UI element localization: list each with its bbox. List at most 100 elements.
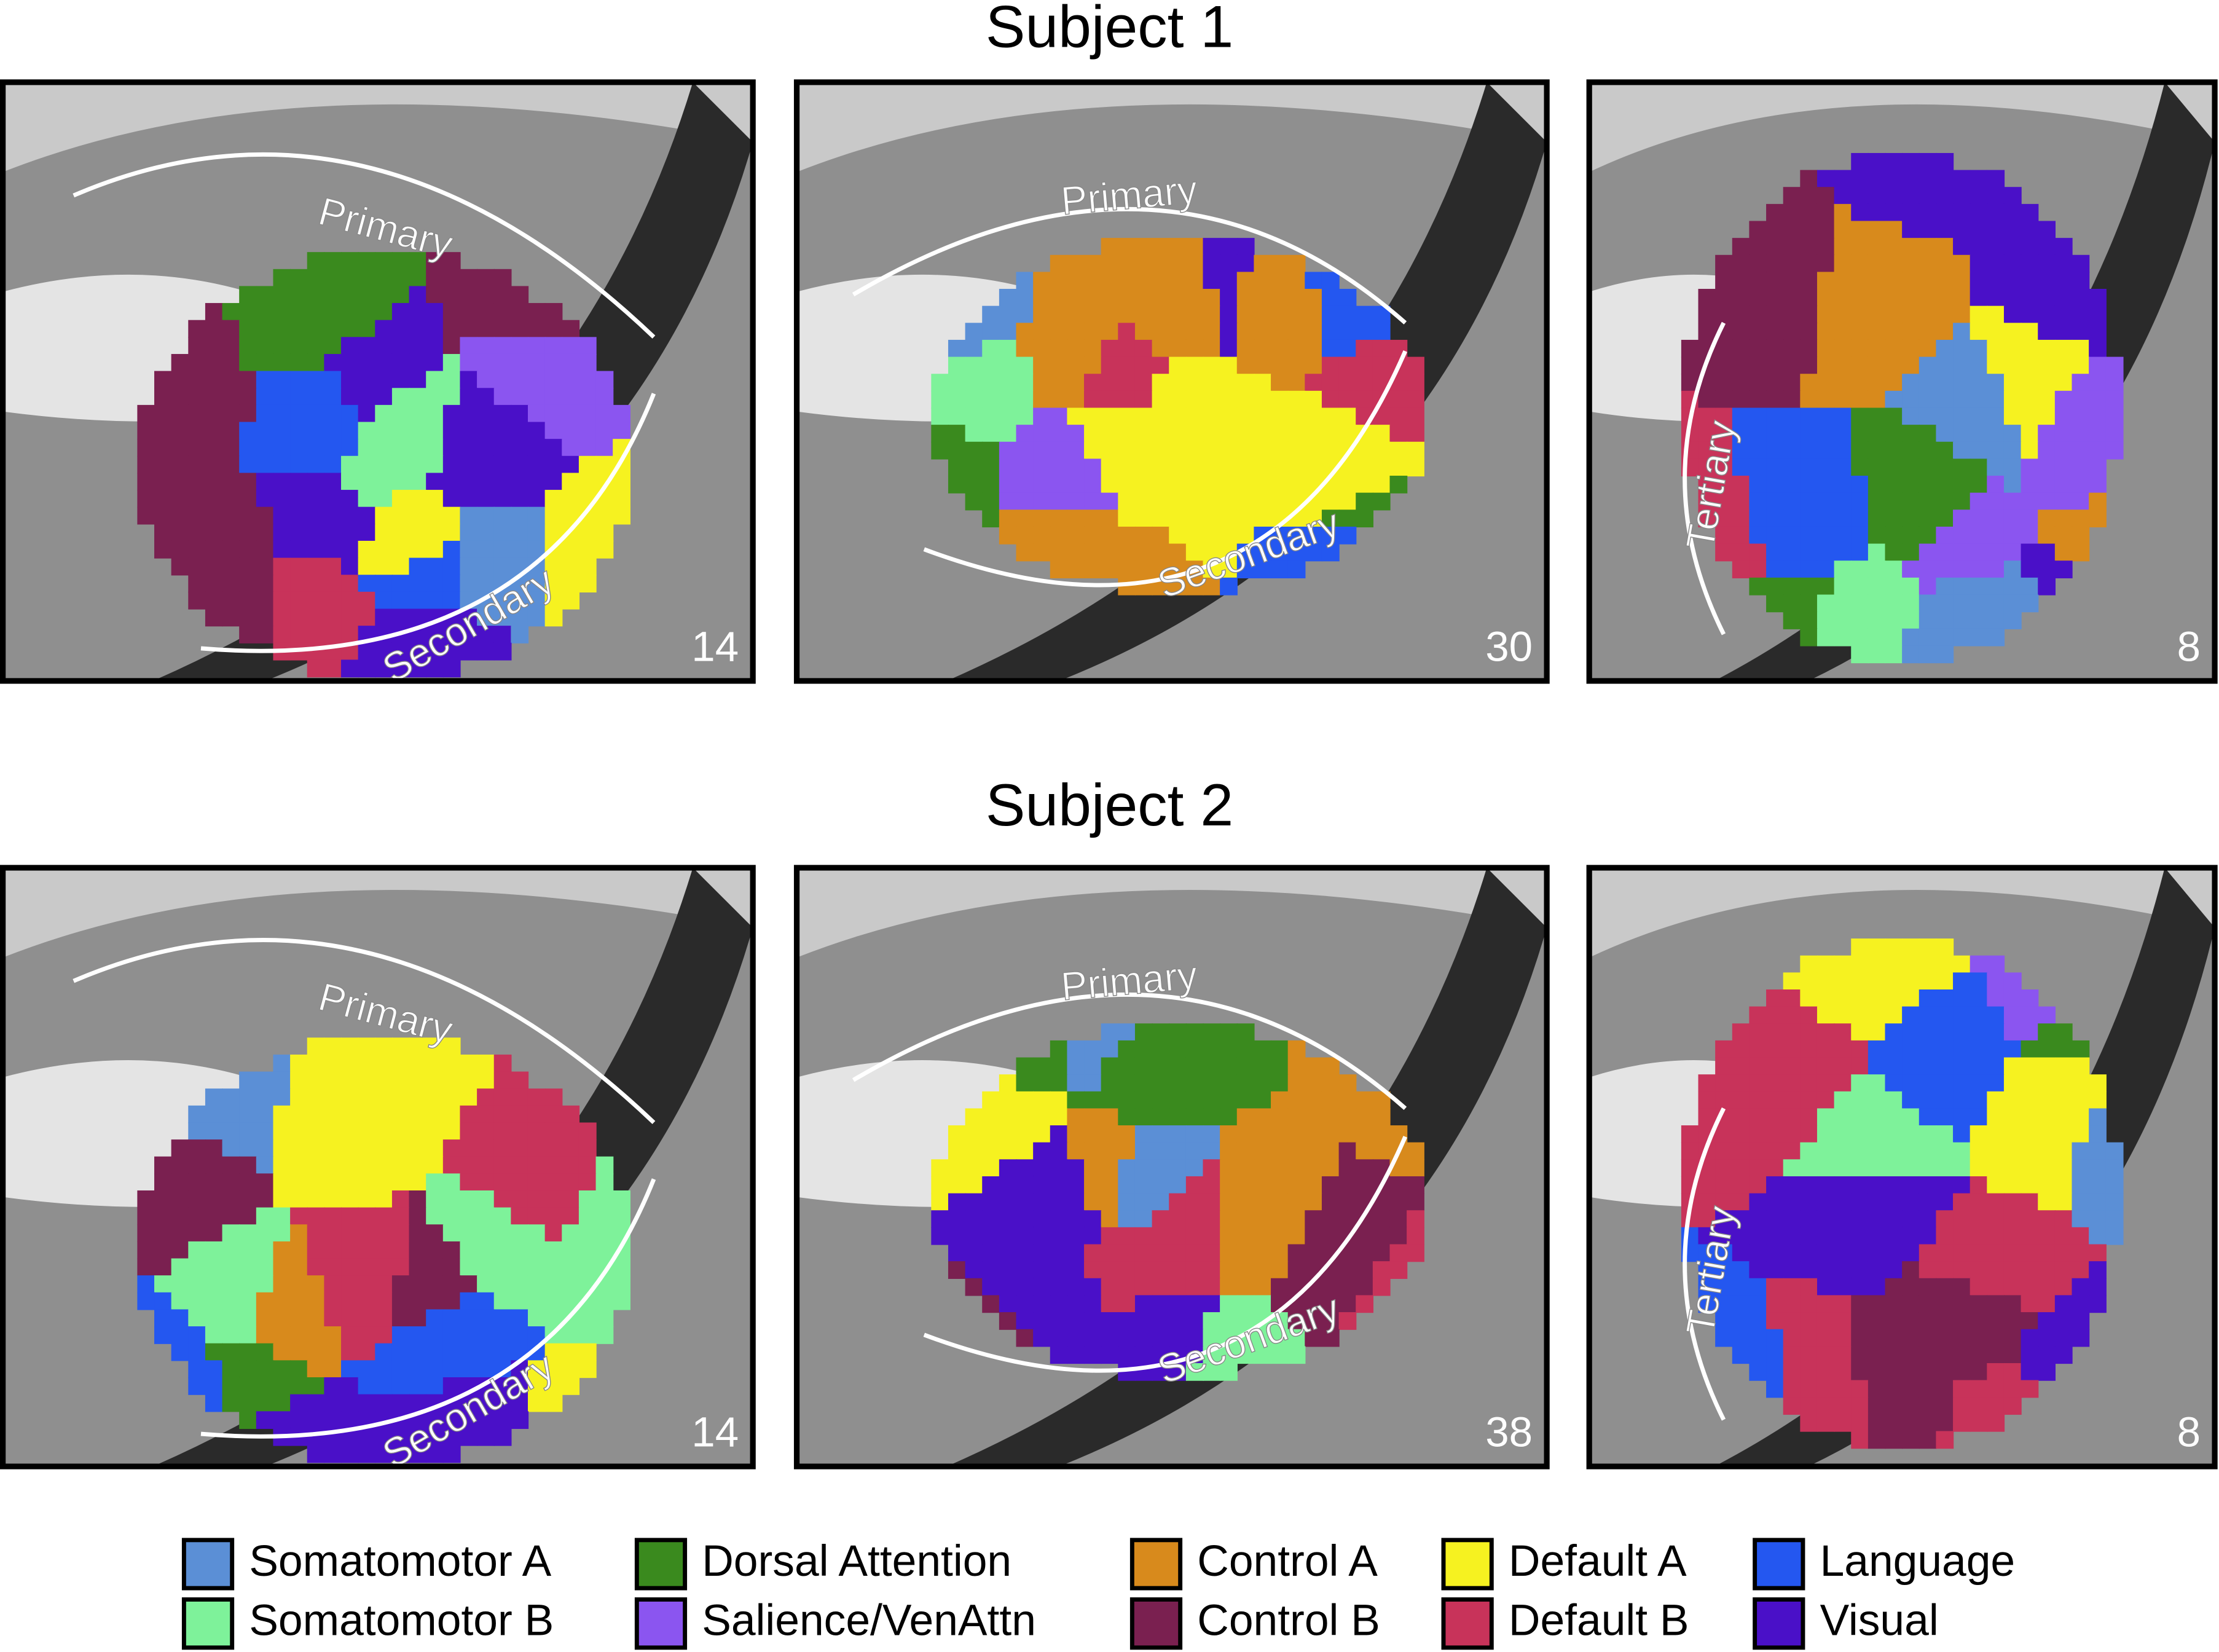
parcel-cell <box>1783 526 1801 545</box>
parcel-cell <box>256 1173 274 1192</box>
parcel-cell <box>341 1411 359 1430</box>
parcel-cell <box>1220 1210 1238 1229</box>
parcel-cell <box>1816 1329 1835 1347</box>
slice-number: 38 <box>1485 1408 1533 1456</box>
parcel-cell <box>1732 1295 1750 1313</box>
parcel-cell <box>2021 560 2039 578</box>
parcel-cell <box>1919 1414 1937 1432</box>
parcel-cell <box>1867 289 1886 307</box>
parcel-cell <box>2003 1363 2022 1381</box>
parcel-cell <box>391 1428 410 1446</box>
parcel-cell <box>1834 323 1852 341</box>
parcel-cell <box>375 1054 393 1072</box>
parcel-cell <box>527 1156 546 1174</box>
parcel-cell <box>1816 594 1835 613</box>
parcel-cell <box>1185 1312 1204 1330</box>
parcel-cell <box>290 575 308 593</box>
parcel-cell <box>1185 407 1204 426</box>
parcel-cell <box>1152 1346 1170 1364</box>
parcel-cell <box>1067 526 1085 545</box>
parcel-cell <box>1936 1108 1954 1127</box>
parcel-cell <box>1715 1329 1733 1347</box>
parcel-cell <box>307 1224 325 1243</box>
parcel-cell <box>477 1292 495 1310</box>
parcel-cell <box>1919 492 1937 511</box>
parcel-cell <box>1970 1329 1988 1347</box>
parcel-cell <box>222 1309 240 1328</box>
parcel-cell <box>948 374 966 391</box>
parcel-cell <box>426 490 444 508</box>
parcel-cell <box>1987 1142 2005 1160</box>
parcel-cell <box>205 1122 223 1141</box>
parcel-cell <box>1902 356 1920 375</box>
parcel-cell <box>1953 1023 1971 1042</box>
parcel-cell <box>2089 1125 2107 1143</box>
parcel-cell <box>1254 1227 1272 1245</box>
parcel-cell <box>1953 407 1971 426</box>
parcel-cell <box>1902 238 1920 256</box>
parcel-cell <box>2038 254 2056 273</box>
parcel-cell <box>307 1326 325 1344</box>
parcel-cell <box>1134 526 1153 545</box>
parcel-cell <box>222 473 240 491</box>
parcel-cell <box>256 473 274 491</box>
parcel-cell <box>613 1258 630 1276</box>
parcel-cell <box>1134 509 1153 528</box>
parcel-cell <box>511 1173 529 1192</box>
parcel-cell <box>1338 526 1357 545</box>
parcel-cell <box>1885 1295 1903 1313</box>
parcel-cell <box>1953 955 1971 974</box>
parcel-cell <box>1953 612 1971 629</box>
parcel-cell <box>1953 1329 1971 1347</box>
parcel-cell <box>442 1275 461 1293</box>
parcel-cell <box>1851 1125 1869 1143</box>
parcel-cell <box>239 455 257 474</box>
parcel-cell <box>375 1360 393 1379</box>
parcel-cell <box>544 303 563 321</box>
parcel-cell <box>341 557 359 576</box>
parcel-cell <box>1953 1261 1971 1279</box>
parcel-cell <box>1220 254 1238 273</box>
parcel-cell <box>205 371 223 389</box>
parcel-cell <box>307 1190 325 1208</box>
parcel-cell <box>426 1309 444 1328</box>
parcel-cell <box>1936 170 1954 188</box>
parcel-cell <box>1902 577 1920 596</box>
parcel-cell <box>409 269 427 287</box>
parcel-cell <box>1885 1261 1903 1279</box>
parcel-cell <box>1287 1227 1306 1245</box>
parcel-cell <box>1287 1210 1306 1229</box>
parcel-cell <box>1220 1176 1238 1194</box>
parcel-cell <box>1203 1278 1221 1296</box>
parcel-cell <box>2003 1159 2022 1178</box>
parcel-cell <box>1203 254 1221 273</box>
parcel-cell <box>2054 1108 2073 1127</box>
parcel-cell <box>188 575 206 593</box>
parcel-cell <box>1134 339 1153 358</box>
parcel-cell <box>1067 1040 1085 1058</box>
parcel-cell <box>948 339 966 358</box>
parcel-cell <box>239 1156 257 1174</box>
parcel-cell <box>1118 390 1136 409</box>
parcel-cell <box>1203 1023 1221 1042</box>
parcel-cell <box>442 286 461 304</box>
parcel-cell <box>1851 1261 1869 1279</box>
parcel-cell <box>1321 1057 1340 1076</box>
parcel-cell <box>1851 1346 1869 1364</box>
parcel-cell <box>375 490 393 508</box>
parcel-cell <box>1953 1108 1971 1127</box>
parcel-cell <box>1254 1193 1272 1211</box>
parcel-cell <box>307 1054 325 1072</box>
parcel-cell <box>1407 1176 1424 1194</box>
parcel-cell <box>324 1377 342 1395</box>
parcel-cell <box>1134 1227 1153 1245</box>
parcel-cell <box>1236 305 1255 324</box>
parcel-cell <box>1715 492 1733 511</box>
parcel-cell <box>460 337 478 355</box>
parcel-cell <box>391 353 410 372</box>
parcel-cell <box>154 1241 172 1259</box>
parcel-cell <box>290 1258 308 1276</box>
parcel-cell <box>1134 390 1153 409</box>
parcel-cell <box>1987 612 2005 629</box>
